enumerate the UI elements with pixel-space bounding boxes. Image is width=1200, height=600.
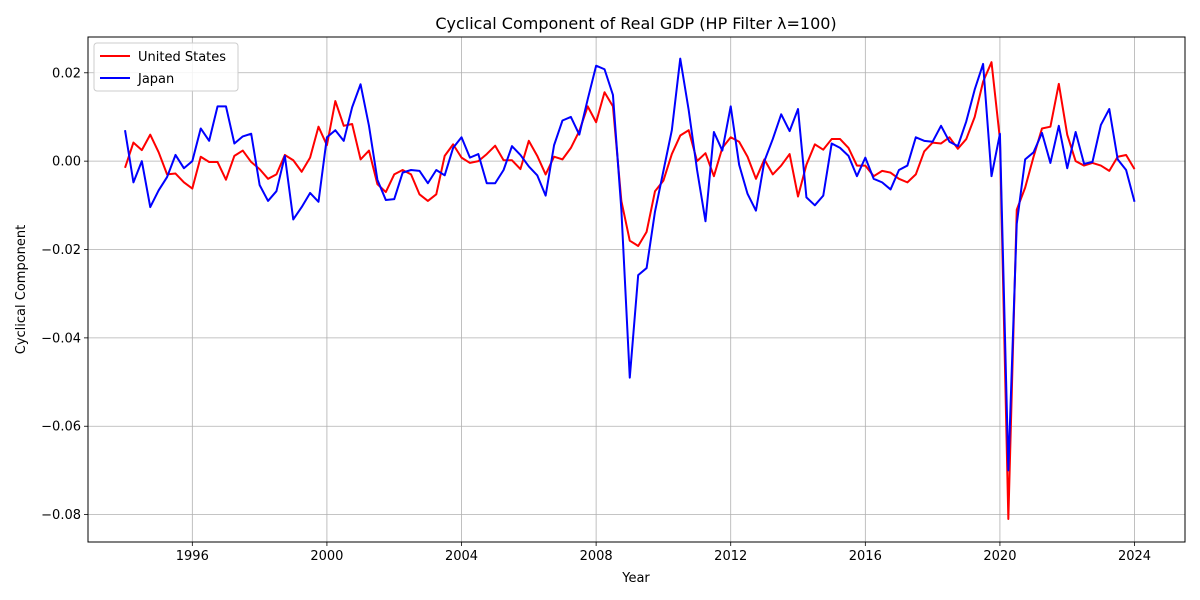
chart-title: Cyclical Component of Real GDP (HP Filte… — [435, 14, 836, 33]
series-layer — [124, 57, 1136, 521]
x-tick-label: 2000 — [310, 549, 343, 564]
x-tick-label: 2012 — [714, 549, 747, 564]
x-tick-label: 2016 — [849, 549, 882, 564]
y-tick-label: −0.06 — [41, 420, 81, 435]
x-tick-label: 2008 — [580, 549, 613, 564]
x-axis: 1996 2000 2004 2008 2012 2016 2020 2024 — [176, 542, 1151, 564]
plot-area-frame — [87, 36, 1186, 543]
x-tick-label: 2024 — [1118, 549, 1151, 564]
series-line-united-states — [124, 61, 1136, 521]
x-tick-label: 2004 — [445, 549, 478, 564]
y-tick-label: 0.02 — [52, 66, 81, 81]
y-tick-label: −0.08 — [41, 508, 81, 523]
x-axis-label: Year — [621, 571, 650, 586]
series-line-japan — [124, 57, 1136, 472]
y-tick-label: −0.02 — [41, 243, 81, 258]
y-tick-label: −0.04 — [41, 331, 81, 346]
x-tick-label: 1996 — [176, 549, 209, 564]
y-tick-label: 0.00 — [52, 155, 81, 170]
y-axis: 0.02 0.00 −0.02 −0.04 −0.06 −0.08 — [41, 66, 88, 523]
legend-label-united-states: United States — [138, 50, 226, 65]
x-tick-label: 2020 — [983, 549, 1016, 564]
legend-label-japan: Japan — [137, 72, 174, 87]
y-axis-label: Cyclical Component — [14, 225, 29, 354]
legend: United States Japan — [93, 42, 239, 92]
